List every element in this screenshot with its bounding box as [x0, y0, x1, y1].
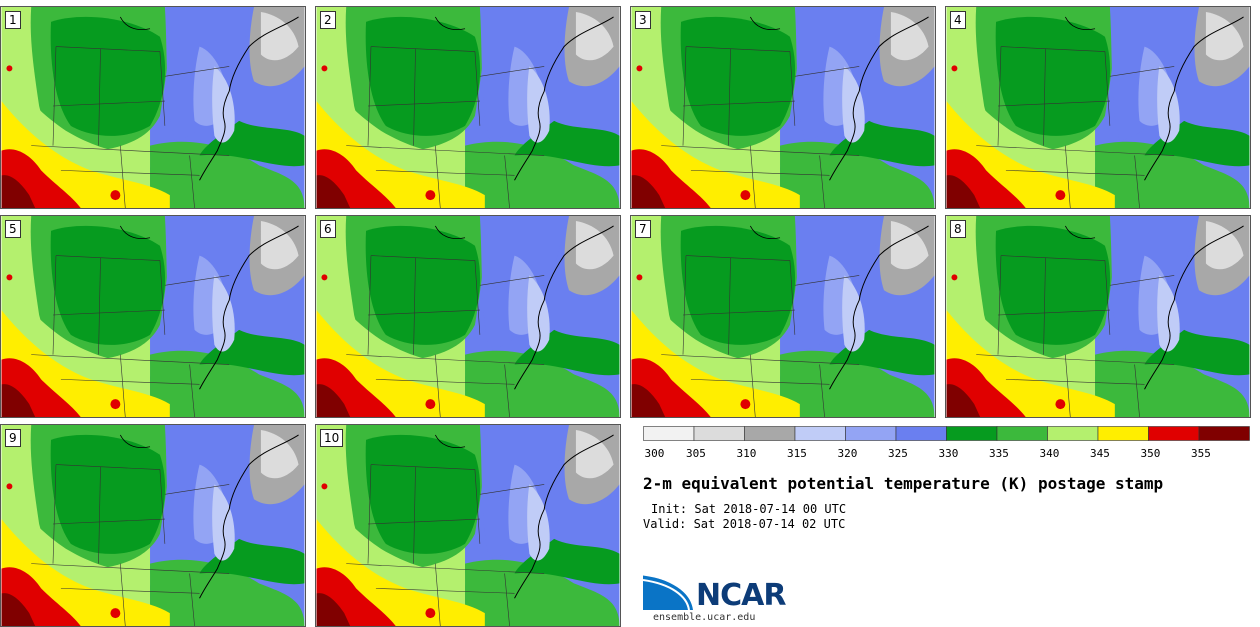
ncar-logo-icon: [643, 572, 697, 611]
colorbar-swatch: [895, 426, 947, 441]
map-plot: [946, 216, 1250, 417]
map-plot: [631, 7, 935, 208]
member-label: 7: [635, 220, 651, 238]
map-plot: [316, 216, 620, 417]
colorbar-tick-label: 345: [1090, 447, 1110, 460]
ensemble-member-panel-9[interactable]: 9: [0, 424, 306, 627]
init-time: Init: Sat 2018-07-14 00 UTC: [651, 502, 847, 516]
colorbar-swatch: [643, 426, 695, 441]
valid-time: Valid: Sat 2018-07-14 02 UTC: [643, 517, 846, 531]
map-plot: [1, 7, 305, 208]
colorbar-tick-label: 320: [838, 447, 858, 460]
colorbar-swatch: [744, 426, 796, 441]
member-label: 6: [320, 220, 336, 238]
colorbar-swatch: [1047, 426, 1099, 441]
member-label: 8: [950, 220, 966, 238]
colorbar-tick-label: 325: [888, 447, 908, 460]
member-label: 3: [635, 11, 651, 29]
site-url[interactable]: ensemble.ucar.edu: [653, 612, 756, 623]
map-plot: [1, 425, 305, 626]
colorbar-swatch: [996, 426, 1048, 441]
colorbar: 300 305 310 315 320 325 330 335 340 345 350 355: [643, 426, 1250, 460]
member-label: 10: [320, 429, 344, 447]
ensemble-member-panel-6[interactable]: 6: [315, 215, 621, 418]
colorbar-swatch: [845, 426, 897, 441]
ensemble-member-panel-5[interactable]: 5: [0, 215, 306, 418]
colorbar-tick-label: 335: [989, 447, 1009, 460]
colorbar-tick-label: 355: [1191, 447, 1211, 460]
ensemble-member-panel-3[interactable]: 3: [630, 6, 936, 209]
map-plot: [316, 7, 620, 208]
colorbar-tick-label: 305: [686, 447, 706, 460]
colorbar-swatch: [794, 426, 846, 441]
member-label: 9: [5, 429, 21, 447]
ensemble-member-panel-2[interactable]: 2: [315, 6, 621, 209]
member-label: 2: [320, 11, 336, 29]
map-plot: [946, 7, 1250, 208]
ncar-logo-text: NCAR: [696, 578, 786, 613]
plot-title: 2-m equivalent potential temperature (K)…: [643, 474, 1164, 493]
colorbar-swatch: [1198, 426, 1250, 441]
colorbar-swatch: [1097, 426, 1149, 441]
member-label: 5: [5, 220, 21, 238]
colorbar-tick-label: 330: [939, 447, 959, 460]
colorbar-tick-label: 340: [1040, 447, 1060, 460]
colorbar-swatch: [693, 426, 745, 441]
colorbar-tick-label: 310: [737, 447, 757, 460]
map-plot: [1, 216, 305, 417]
colorbar-tick-label: 300: [645, 447, 665, 460]
map-plot: [631, 216, 935, 417]
ensemble-member-panel-10[interactable]: 10: [315, 424, 621, 627]
ensemble-member-panel-8[interactable]: 8: [945, 215, 1251, 418]
ensemble-member-panel-1[interactable]: 1: [0, 6, 306, 209]
member-label: 4: [950, 11, 966, 29]
ensemble-member-panel-4[interactable]: 4: [945, 6, 1251, 209]
colorbar-tick-label: 315: [787, 447, 807, 460]
colorbar-swatch: [946, 426, 998, 441]
colorbar-swatch: [1148, 426, 1200, 441]
colorbar-tick-label: 350: [1141, 447, 1161, 460]
map-plot: [316, 425, 620, 626]
member-label: 1: [5, 11, 21, 29]
ensemble-member-panel-7[interactable]: 7: [630, 215, 936, 418]
